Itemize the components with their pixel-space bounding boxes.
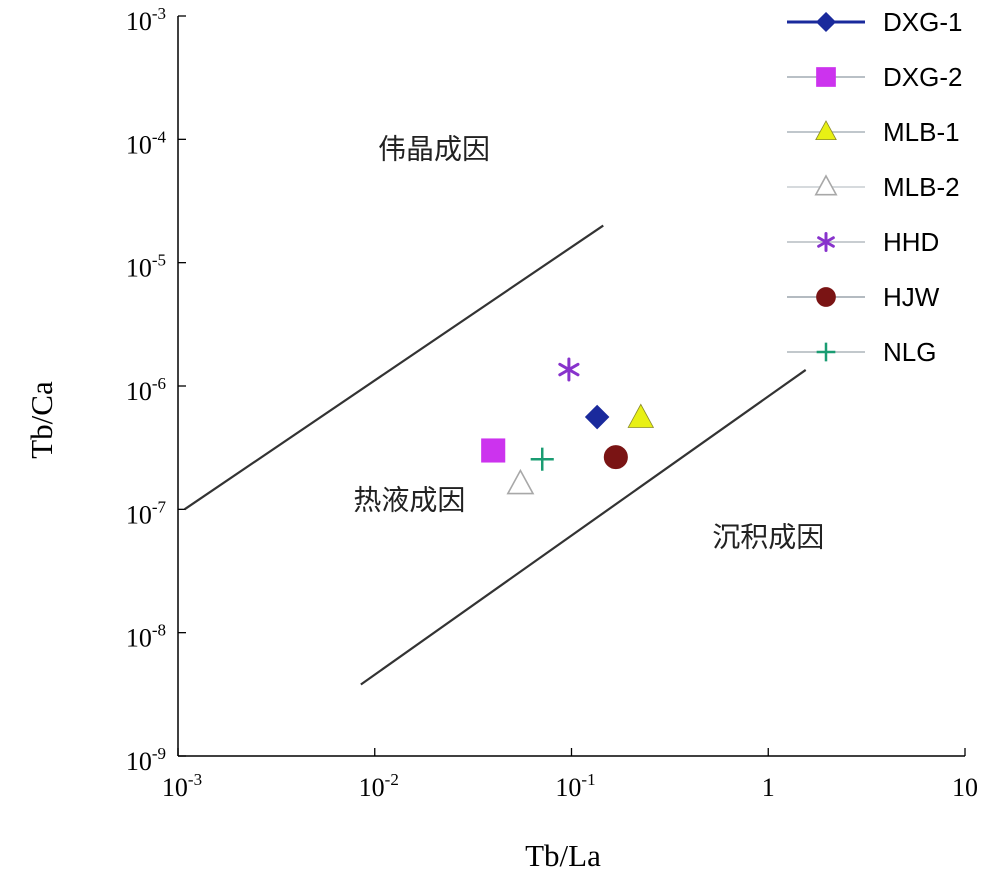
boundary-lines [183,224,807,686]
legend-marker [817,232,835,252]
legend-item-nlg: NLG [787,337,936,367]
x-tick-label: 10-2 [359,770,399,802]
legend-item-hjw: HJW [787,282,940,312]
y-tick-label: 10-9 [126,744,166,776]
y-tick-label: 10-3 [126,4,166,36]
plot-axes [177,16,965,757]
legend-item-dxg-1: DXG-1 [787,7,962,37]
legend-item-dxg-2: DXG-2 [787,62,962,92]
point-dxg-2 [481,438,506,463]
y-tick-label: 10-6 [126,374,166,406]
point-mlb-2 [506,468,535,495]
legend-label: MLB-2 [883,172,960,202]
legend-label: DXG-2 [883,62,962,92]
x-tick-label: 10-3 [162,770,202,802]
y-tick-label: 10-4 [126,127,167,159]
point-nlg [530,447,554,471]
legend-marker [815,11,837,33]
legend-label: HJW [883,282,940,312]
y-tick-label: 10-5 [126,251,166,283]
upper-boundary [183,224,604,511]
legend-item-hhd: HHD [787,227,939,257]
legend: DXG-1 DXG-2 MLB-1 MLB-2 HHD HJW NLG [787,7,962,367]
y-tick-label: 10-8 [126,621,166,653]
legend-marker [815,120,837,141]
region-label-hydrothermal: 热液成因 [353,483,465,516]
data-points [481,357,655,495]
x-tick-label: 1 [762,773,775,802]
point-hjw [603,445,628,470]
point-mlb-1 [627,403,655,428]
legend-label: MLB-1 [883,117,960,147]
point-hhd [558,357,580,382]
x-tick-label: 10 [952,773,978,802]
legend-marker [816,342,836,362]
x-axis-title: Tb/La [525,838,601,873]
asterisk-stroke [817,236,835,248]
legend-marker [814,174,838,196]
legend-item-mlb-2: MLB-2 [787,172,960,202]
region-label-sedimentary: 沉积成因 [712,520,824,553]
legend-item-mlb-1: MLB-1 [787,117,960,147]
legend-label: DXG-1 [883,7,962,37]
point-dxg-1 [584,404,610,430]
axis-ticks: 10-3 10-2 10-1 1 10 10-9 10-8 10-7 10-6 10-5 10-4 1… [126,4,978,802]
legend-label: HHD [883,227,939,257]
region-label-pegmatite: 伟晶成因 [378,132,490,165]
y-axis-title: Tb/Ca [24,381,59,459]
legend-label: NLG [883,337,936,367]
asterisk-stroke [558,362,580,377]
legend-marker [816,287,836,307]
x-tick-label: 10-1 [555,770,595,802]
legend-marker [816,67,836,87]
lower-boundary [360,369,807,686]
y-tick-label: 10-7 [126,497,167,529]
